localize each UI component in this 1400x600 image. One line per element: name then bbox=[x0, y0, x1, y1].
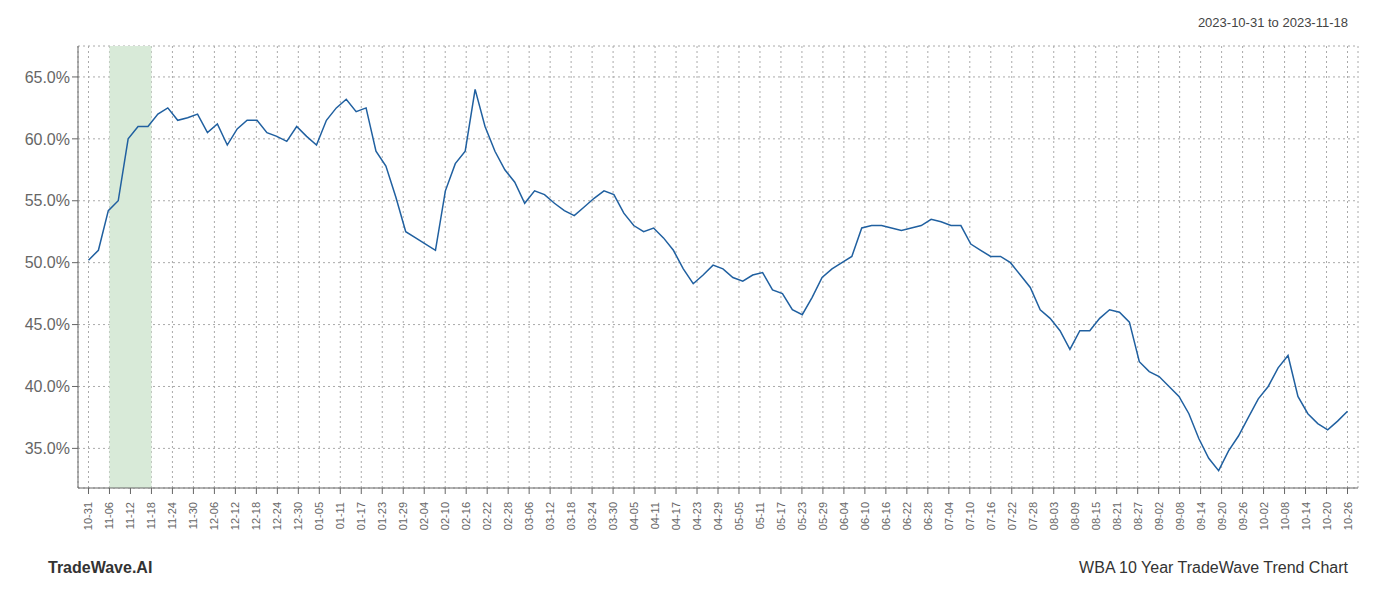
svg-text:05-05: 05-05 bbox=[733, 502, 745, 530]
svg-text:09-02: 09-02 bbox=[1153, 502, 1165, 530]
svg-text:10-02: 10-02 bbox=[1258, 502, 1270, 530]
svg-text:04-05: 04-05 bbox=[628, 502, 640, 530]
svg-text:04-29: 04-29 bbox=[712, 502, 724, 530]
svg-text:06-16: 06-16 bbox=[880, 502, 892, 530]
html-text:WBA 10 Year TradeWave Trend Ch: WBA 10 Year TradeWave Trend Chart bbox=[1079, 559, 1348, 576]
svg-text:06-04: 06-04 bbox=[838, 502, 850, 530]
svg-text:03-18: 03-18 bbox=[565, 502, 577, 530]
svg-text:04-23: 04-23 bbox=[691, 502, 703, 530]
svg-text:08-03: 08-03 bbox=[1048, 502, 1060, 530]
svg-text:12-12: 12-12 bbox=[229, 502, 241, 530]
svg-text:08-09: 08-09 bbox=[1069, 502, 1081, 530]
svg-text:07-22: 07-22 bbox=[1006, 502, 1018, 530]
svg-text:01-29: 01-29 bbox=[397, 502, 409, 530]
svg-text:06-22: 06-22 bbox=[901, 502, 913, 530]
svg-text:12-24: 12-24 bbox=[271, 502, 283, 530]
svg-text:02-04: 02-04 bbox=[418, 502, 430, 530]
svg-text:02-28: 02-28 bbox=[502, 502, 514, 530]
svg-text:11-30: 11-30 bbox=[187, 502, 199, 529]
svg-text:06-10: 06-10 bbox=[859, 502, 871, 530]
svg-text:09-08: 09-08 bbox=[1174, 502, 1186, 530]
svg-text:10-26: 10-26 bbox=[1342, 502, 1354, 530]
svg-text:09-26: 09-26 bbox=[1237, 502, 1249, 530]
svg-text:03-30: 03-30 bbox=[607, 502, 619, 530]
svg-text:50.0%: 50.0% bbox=[25, 254, 70, 271]
svg-text:06-28: 06-28 bbox=[922, 502, 934, 530]
svg-text:05-29: 05-29 bbox=[817, 502, 829, 530]
svg-text:12-30: 12-30 bbox=[292, 502, 304, 530]
svg-text:01-11: 01-11 bbox=[334, 502, 346, 529]
svg-text:01-05: 01-05 bbox=[313, 502, 325, 530]
svg-text:09-14: 09-14 bbox=[1195, 502, 1207, 530]
svg-text:40.0%: 40.0% bbox=[25, 378, 70, 395]
svg-text:01-17: 01-17 bbox=[355, 502, 367, 530]
svg-text:07-28: 07-28 bbox=[1027, 502, 1039, 530]
svg-text:03-06: 03-06 bbox=[523, 502, 535, 530]
svg-text:05-23: 05-23 bbox=[796, 502, 808, 530]
svg-text:01-23: 01-23 bbox=[376, 502, 388, 530]
svg-text:03-12: 03-12 bbox=[544, 502, 556, 530]
svg-text:60.0%: 60.0% bbox=[25, 131, 70, 148]
svg-text:09-20: 09-20 bbox=[1216, 502, 1228, 530]
svg-text:02-16: 02-16 bbox=[460, 502, 472, 530]
svg-text:08-15: 08-15 bbox=[1090, 502, 1102, 530]
svg-text:45.0%: 45.0% bbox=[25, 316, 70, 333]
svg-text:02-22: 02-22 bbox=[481, 502, 493, 530]
html-text:TradeWave.AI: TradeWave.AI bbox=[48, 559, 153, 576]
svg-text:03-24: 03-24 bbox=[586, 502, 598, 530]
svg-text:05-11: 05-11 bbox=[754, 502, 766, 529]
svg-text:02-10: 02-10 bbox=[439, 502, 451, 530]
svg-text:04-17: 04-17 bbox=[670, 502, 682, 530]
svg-text:07-10: 07-10 bbox=[964, 502, 976, 530]
svg-text:10-08: 10-08 bbox=[1279, 502, 1291, 530]
html-text:2023-10-31 to 2023-11-18: 2023-10-31 to 2023-11-18 bbox=[1197, 14, 1348, 30]
svg-text:08-27: 08-27 bbox=[1132, 502, 1144, 530]
svg-text:05-17: 05-17 bbox=[775, 502, 787, 530]
svg-text:07-04: 07-04 bbox=[943, 502, 955, 530]
svg-text:55.0%: 55.0% bbox=[25, 192, 70, 209]
svg-text:35.0%: 35.0% bbox=[25, 440, 70, 457]
svg-text:11-12: 11-12 bbox=[124, 502, 136, 529]
svg-text:65.0%: 65.0% bbox=[25, 69, 70, 86]
svg-text:10-14: 10-14 bbox=[1300, 502, 1312, 530]
svg-text:10-20: 10-20 bbox=[1321, 502, 1333, 530]
svg-text:11-06: 11-06 bbox=[103, 502, 115, 529]
svg-text:12-18: 12-18 bbox=[250, 502, 262, 530]
svg-text:10-31: 10-31 bbox=[82, 502, 94, 530]
svg-text:08-21: 08-21 bbox=[1111, 502, 1123, 530]
svg-text:07-16: 07-16 bbox=[985, 502, 997, 530]
svg-text:12-06: 12-06 bbox=[208, 502, 220, 530]
svg-text:04-11: 04-11 bbox=[649, 502, 661, 529]
svg-text:11-24: 11-24 bbox=[166, 502, 178, 529]
svg-text:11-18: 11-18 bbox=[145, 502, 157, 529]
